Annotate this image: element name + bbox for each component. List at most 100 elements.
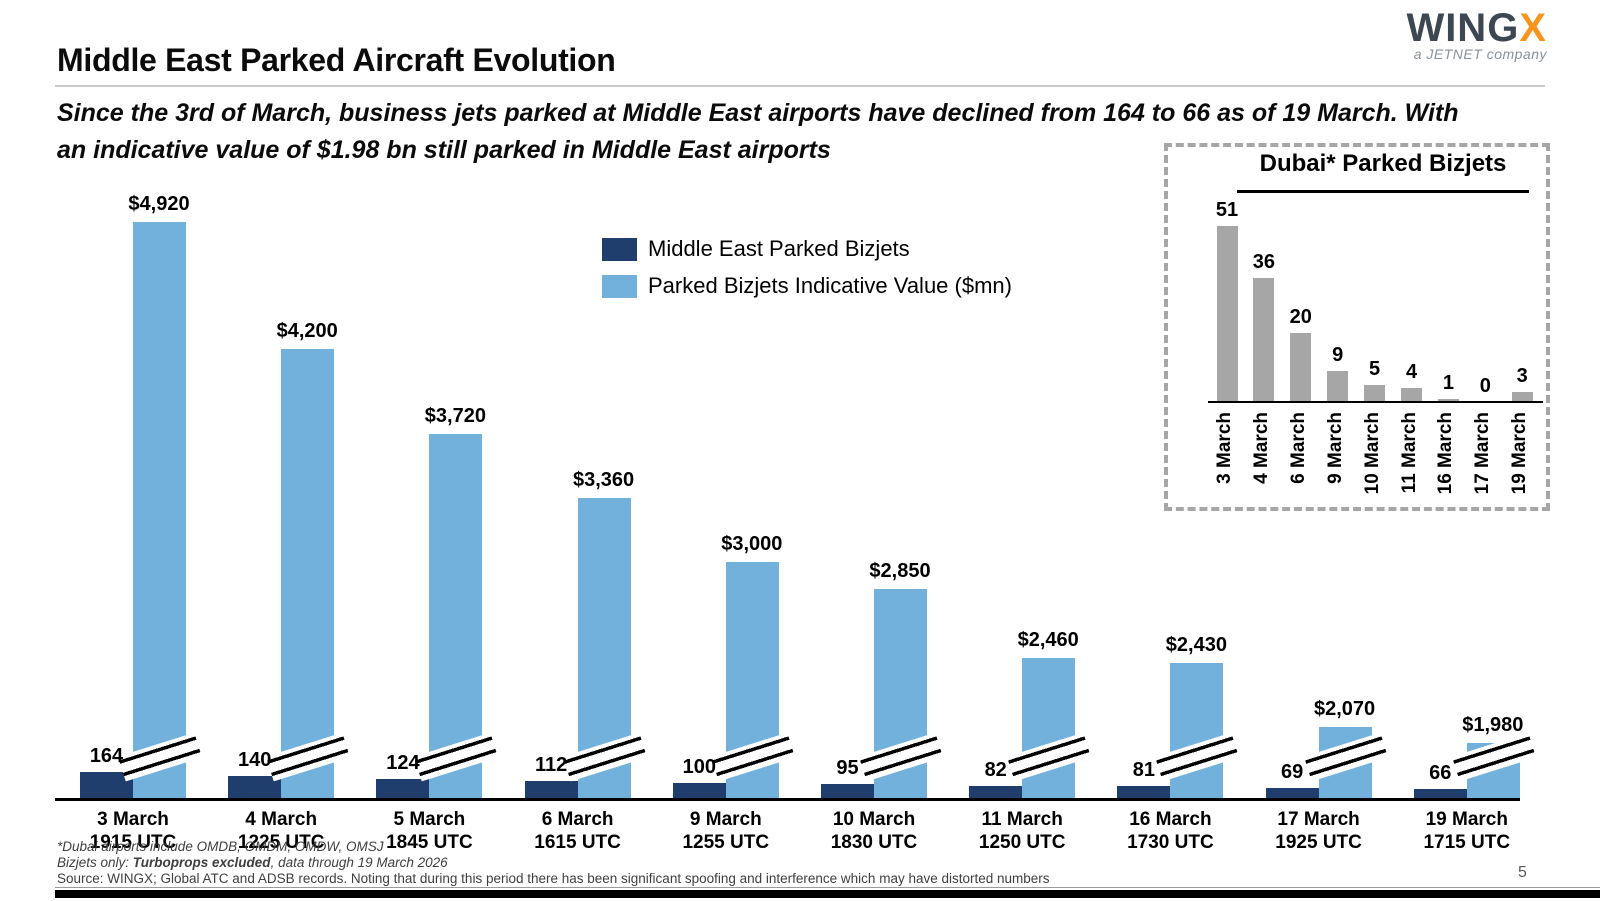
- inset-tick-label: 3 March: [1214, 412, 1235, 484]
- x-tick-date: 11 March: [981, 809, 1063, 830]
- bizjet-count-label: 66: [1429, 762, 1452, 784]
- x-tick-date: 3 March: [97, 809, 169, 830]
- legend-label: Middle East Parked Bizjets: [648, 236, 910, 261]
- inset-tick-label: 4 March: [1250, 412, 1272, 484]
- parked-bizjets-bar: [524, 781, 578, 800]
- x-tick-date: 16 March: [1129, 809, 1212, 830]
- x-tick-time: 1715 UTC: [1423, 832, 1511, 853]
- indicative-value-label: $3,360: [573, 469, 635, 491]
- bizjet-count-label: 112: [534, 754, 568, 776]
- x-tick-time: 1830 UTC: [830, 832, 918, 853]
- x-tick-time: 1615 UTC: [534, 832, 621, 853]
- wingx-logo-text: WINGX: [1406, 8, 1547, 48]
- logo-tagline: a JETNET company: [1413, 46, 1547, 62]
- bizjet-count-label: 81: [1132, 759, 1156, 781]
- x-tick-time: 1255 UTC: [682, 832, 770, 853]
- footnote-bold: Turboprops excluded: [132, 855, 271, 870]
- indicative-value-bar: [133, 222, 186, 800]
- legend-item-indicative-value: Parked Bizjets Indicative Value ($mn): [602, 273, 1012, 299]
- indicative-value-label: $3,720: [424, 405, 486, 427]
- indicative-value-bar: [1170, 663, 1224, 800]
- bizjet-count-label: 140: [238, 749, 272, 771]
- inset-value-label: 4: [1405, 361, 1418, 383]
- inset-value-label: 51: [1215, 199, 1239, 221]
- bizjet-count-label: 164: [89, 745, 124, 767]
- x-tick-time: 1250 UTC: [978, 832, 1066, 853]
- indicative-value-label: $2,460: [1017, 629, 1079, 651]
- parked-bizjets-bar: [969, 786, 1023, 800]
- bizjet-count-label: 95: [836, 757, 859, 779]
- legend-swatch-light-blue: [602, 274, 637, 298]
- inset-value-label: 5: [1369, 358, 1381, 380]
- indicative-value-label: $2,430: [1165, 634, 1227, 656]
- subtitle: Since the 3rd of March, business jets pa…: [57, 95, 1537, 169]
- legend-item-parked-bizjets: Middle East Parked Bizjets: [602, 236, 1012, 262]
- subtitle-line-1: Since the 3rd of March, business jets pa…: [57, 99, 1459, 127]
- inset-tick-label: 16 March: [1435, 412, 1457, 495]
- inset-value-label: 36: [1252, 251, 1276, 273]
- bizjet-count-label: 82: [984, 759, 1007, 781]
- logo-wing: WING: [1406, 6, 1520, 50]
- x-tick-label: 6 March 1615 UTC: [504, 808, 652, 854]
- inset-value-label: 3: [1516, 365, 1528, 387]
- parked-bizjets-bar: [672, 783, 726, 800]
- inset-value-label: 9: [1332, 344, 1344, 366]
- inset-tick-label: 17 March: [1472, 412, 1494, 495]
- indicative-value-bar: [281, 349, 335, 800]
- page-number: 5: [1518, 864, 1527, 881]
- main-chart-x-axis: [55, 798, 1520, 801]
- footnote-prefix: Bizjets only:: [57, 855, 133, 870]
- parked-bizjets-bar: [1413, 789, 1467, 800]
- legend-swatch-dark-blue: [602, 237, 637, 261]
- inset-bar: [1253, 278, 1275, 402]
- inset-bar: [1364, 385, 1386, 402]
- wingx-logo: WINGX a JETNET company: [1406, 8, 1547, 62]
- x-tick-date: 17 March: [1277, 809, 1360, 830]
- bizjet-count-label: 100: [682, 756, 716, 778]
- inset-tick-label: 10 March: [1361, 412, 1383, 495]
- x-tick-date: 10 March: [832, 809, 916, 830]
- inset-title-underline: [1237, 190, 1529, 193]
- footnote-bizjets-only: Bizjets only: Turboprops excluded, data …: [57, 855, 448, 870]
- parked-bizjets-bar: [1117, 786, 1171, 800]
- x-tick-label: 11 March 1250 UTC: [948, 808, 1096, 854]
- inset-x-axis: [1208, 401, 1543, 403]
- inset-bar: [1511, 392, 1533, 402]
- footnote-dubai-airports: *Dubai airports include OMDB, OMDM, OMDW…: [57, 839, 384, 854]
- inset-tick-label: 6 March: [1287, 412, 1309, 484]
- x-tick-label: 16 March 1730 UTC: [1096, 808, 1244, 854]
- parked-bizjets-bar: [376, 779, 430, 800]
- footer-bar: [55, 890, 1600, 898]
- footnote-suffix: , data through 19 March 2026: [270, 855, 448, 870]
- indicative-value-label: $2,070: [1314, 698, 1376, 720]
- x-tick-label: 17 March 1925 UTC: [1245, 808, 1393, 854]
- indicative-value-label: $1,980: [1462, 714, 1524, 736]
- inset-bar: [1437, 399, 1459, 402]
- x-tick-date: 5 March: [393, 809, 466, 830]
- x-tick-date: 19 March: [1425, 809, 1508, 830]
- inset-value-label: 1: [1442, 372, 1454, 394]
- x-tick-time: 1915 UTC: [89, 832, 177, 853]
- page-title: Middle East Parked Aircraft Evolution: [57, 42, 616, 78]
- bizjet-count-label: 69: [1280, 761, 1304, 783]
- x-tick-time: 1225 UTC: [237, 832, 325, 853]
- legend-label: Parked Bizjets Indicative Value ($mn): [648, 273, 1012, 298]
- inset-tick-label: 11 March: [1398, 412, 1420, 494]
- inset-bar: [1401, 388, 1422, 402]
- inset-value-label: 20: [1289, 306, 1312, 328]
- source-note: Source: WINGX; Global ATC and ADSB recor…: [57, 871, 1050, 886]
- legend: Middle East Parked Bizjets Parked Bizjet…: [602, 236, 1012, 299]
- indicative-value-label: $3,000: [721, 533, 783, 555]
- parked-bizjets-bar: [821, 784, 874, 800]
- indicative-value-bar: [1022, 658, 1076, 800]
- x-tick-label: 19 March 1715 UTC: [1393, 808, 1541, 854]
- x-tick-label: 4 March 1225 UTC: [207, 808, 355, 854]
- subtitle-line-2: an indicative value of $1.98 bn still pa…: [57, 136, 831, 164]
- inset-bar: [1290, 333, 1312, 402]
- indicative-value-label: $4,920: [128, 193, 190, 215]
- inset-value-label: 0: [1479, 375, 1491, 397]
- x-tick-time: 1845 UTC: [386, 832, 473, 853]
- inset-tick-label: 9 March: [1324, 412, 1346, 484]
